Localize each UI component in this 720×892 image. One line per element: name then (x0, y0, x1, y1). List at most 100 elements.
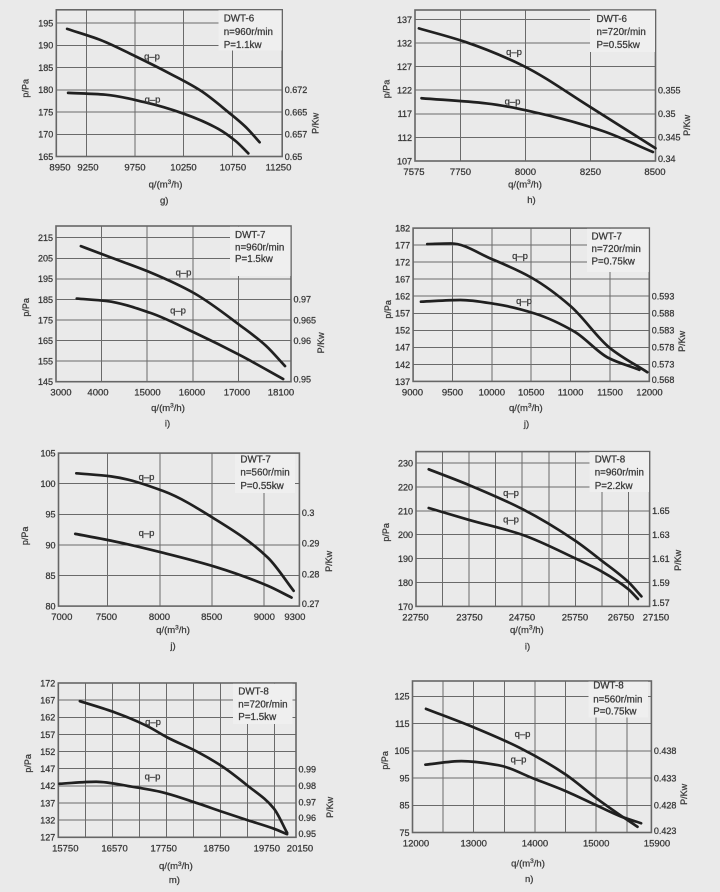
svg-text:152: 152 (395, 326, 410, 336)
svg-text:n=720r/min: n=720r/min (597, 27, 646, 38)
svg-text:q/(m3/h): q/(m3/h) (509, 403, 543, 414)
svg-text:q/(m3/h): q/(m3/h) (508, 179, 542, 190)
svg-text:25750: 25750 (562, 612, 588, 623)
svg-text:195: 195 (38, 274, 53, 284)
svg-text:q–p: q–p (170, 305, 186, 316)
svg-text:0.355: 0.355 (658, 86, 681, 96)
svg-text:19750: 19750 (254, 843, 280, 854)
svg-text:200: 200 (398, 530, 413, 540)
svg-text:0.428: 0.428 (654, 801, 677, 811)
svg-text:7000: 7000 (51, 612, 72, 623)
svg-text:16570: 16570 (101, 843, 127, 854)
svg-text:p/Pa: p/Pa (21, 298, 31, 317)
svg-text:10500: 10500 (518, 387, 544, 398)
svg-text:230: 230 (398, 459, 413, 469)
svg-text:0.3: 0.3 (302, 508, 315, 518)
svg-text:0.568: 0.568 (652, 375, 675, 385)
svg-text:155: 155 (38, 357, 53, 367)
svg-text:112: 112 (398, 133, 412, 143)
svg-text:P=0.55kw: P=0.55kw (240, 481, 284, 492)
svg-text:115: 115 (395, 719, 409, 729)
svg-text:7750: 7750 (450, 167, 471, 178)
svg-text:9000: 9000 (402, 387, 423, 398)
svg-text:n=720r/min: n=720r/min (592, 244, 641, 255)
svg-text:137: 137 (395, 377, 410, 387)
svg-text:n=720r/min: n=720r/min (238, 699, 287, 710)
svg-text:p/Pa: p/Pa (21, 79, 31, 98)
svg-text:0.34: 0.34 (658, 154, 676, 164)
svg-text:172: 172 (395, 258, 410, 268)
svg-text:11000: 11000 (558, 387, 584, 398)
svg-text:0.588: 0.588 (652, 309, 675, 319)
svg-text:105: 105 (394, 746, 409, 756)
svg-text:n=960r/min: n=960r/min (235, 242, 284, 253)
svg-text:n=960r/min: n=960r/min (595, 468, 644, 479)
svg-text:23750: 23750 (456, 612, 482, 623)
svg-text:P=1.1kw: P=1.1kw (224, 40, 263, 51)
svg-text:P=0.75kw: P=0.75kw (593, 707, 637, 718)
svg-text:q–p: q–p (506, 47, 522, 58)
svg-text:142: 142 (395, 360, 410, 370)
svg-text:142: 142 (40, 781, 55, 791)
svg-text:26750: 26750 (608, 612, 634, 623)
svg-text:p/Pa: p/Pa (23, 754, 33, 773)
svg-text:167: 167 (40, 696, 55, 706)
svg-text:190: 190 (38, 41, 53, 51)
svg-text:175: 175 (38, 315, 53, 325)
svg-text:DWT-7: DWT-7 (240, 455, 270, 466)
svg-text:15000: 15000 (134, 388, 160, 399)
svg-text:27150: 27150 (643, 612, 669, 623)
svg-text:9300: 9300 (284, 612, 305, 623)
svg-text:q–p: q–p (145, 717, 161, 728)
svg-text:0.573: 0.573 (652, 360, 675, 370)
svg-text:q/(m3/h): q/(m3/h) (511, 858, 545, 869)
svg-text:165: 165 (38, 336, 53, 346)
svg-text:95: 95 (399, 773, 409, 783)
svg-text:P/Kw: P/Kw (679, 783, 689, 805)
svg-text:q–p: q–p (516, 296, 532, 307)
svg-text:p/Pa: p/Pa (382, 80, 392, 99)
svg-text:10250: 10250 (170, 163, 196, 174)
svg-text:90: 90 (45, 540, 55, 550)
svg-text:q–p: q–p (145, 95, 161, 106)
svg-text:14000: 14000 (522, 839, 548, 850)
svg-text:q–p: q–p (503, 488, 519, 499)
svg-text:0.99: 0.99 (299, 765, 317, 775)
svg-text:0.423: 0.423 (654, 826, 677, 836)
svg-text:n): n) (525, 874, 533, 885)
svg-text:P/Kw: P/Kw (682, 114, 692, 136)
svg-text:0.345: 0.345 (658, 133, 681, 143)
svg-text:95: 95 (45, 510, 55, 520)
svg-text:DWT-7: DWT-7 (592, 232, 622, 243)
svg-text:1.65: 1.65 (652, 506, 670, 516)
svg-text:8500: 8500 (644, 167, 665, 178)
svg-text:125: 125 (394, 692, 409, 702)
svg-text:m): m) (169, 875, 180, 886)
svg-text:117: 117 (398, 109, 412, 119)
svg-text:162: 162 (395, 292, 410, 302)
svg-text:132: 132 (40, 816, 55, 826)
svg-text:147: 147 (395, 343, 410, 353)
svg-text:9250: 9250 (77, 163, 98, 174)
svg-text:7575: 7575 (403, 167, 424, 178)
svg-text:8950: 8950 (49, 163, 70, 174)
svg-text:DWT-7: DWT-7 (235, 230, 265, 241)
svg-text:145: 145 (38, 377, 53, 387)
svg-text:q/(m3/h): q/(m3/h) (510, 625, 544, 636)
svg-text:P=0.75kw: P=0.75kw (592, 257, 636, 268)
svg-text:157: 157 (395, 309, 410, 319)
svg-text:j): j) (523, 419, 529, 430)
svg-text:137: 137 (397, 15, 412, 25)
svg-text:q–p: q–p (512, 251, 528, 262)
svg-text:172: 172 (40, 678, 55, 688)
svg-text:P/Kw: P/Kw (677, 330, 687, 352)
svg-text:q–p: q–p (515, 729, 531, 740)
svg-text:1.59: 1.59 (652, 578, 670, 588)
svg-text:0.27: 0.27 (302, 599, 320, 609)
svg-text:215: 215 (38, 233, 53, 243)
svg-text:167: 167 (395, 275, 410, 285)
svg-text:0.35: 0.35 (658, 109, 676, 119)
svg-text:g): g) (160, 196, 168, 207)
svg-text:0.433: 0.433 (654, 773, 677, 783)
svg-text:4000: 4000 (87, 388, 108, 399)
